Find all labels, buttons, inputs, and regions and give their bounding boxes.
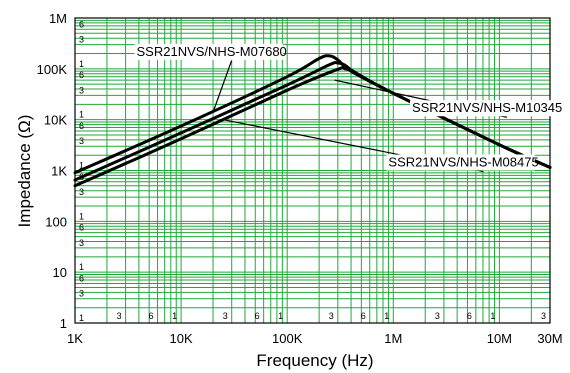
x-minor-tick-label: 6: [255, 311, 260, 321]
x-minor-tick-label: 1: [172, 311, 177, 321]
y-minor-tick-label: 1: [79, 262, 84, 272]
y-tick-label: 10K: [44, 113, 67, 128]
y-minor-tick-label: 3: [79, 35, 84, 45]
series-annotation-label: SSR21NVS/NHS-M10345: [412, 100, 562, 115]
y-minor-tick-label: 1: [79, 110, 84, 120]
y-minor-tick-label: 6: [79, 121, 84, 131]
x-minor-tick-label: 3: [223, 311, 228, 321]
y-minor-tick-label: 1: [79, 313, 84, 323]
y-tick-label: 100: [45, 214, 67, 229]
series-annotation-label: SSR21NVS/NHS-M07680: [137, 44, 287, 59]
y-tick-label: 1K: [51, 164, 67, 179]
y-axis-title: Impedance (Ω): [15, 115, 34, 228]
x-minor-tick-label: 1: [490, 311, 495, 321]
series-lines: [73, 54, 552, 188]
annotation-leader-line: [212, 60, 233, 113]
series-line-3: [73, 66, 552, 188]
axis-tick-labels: 1K 10K 100K 1M 10M 30M 1 10 100 1K 10K 100K 1M: [37, 11, 563, 346]
annotation-label-background: [409, 100, 559, 117]
y-minor-tick-label: 3: [79, 289, 84, 299]
y-minor-tick-label: 1: [79, 211, 84, 221]
x-minor-tick-label: 6: [149, 311, 154, 321]
x-minor-tick-label: 1: [384, 311, 389, 321]
y-minor-tick-label: 6: [79, 273, 84, 283]
series-annotation-label: SSR21NVS/NHS-M08475: [388, 154, 538, 169]
y-tick-label: 10: [53, 265, 67, 280]
x-tick-label: 1K: [67, 331, 83, 346]
annotation-label-background: [386, 154, 535, 171]
x-minor-tick-label: 3: [117, 311, 122, 321]
x-minor-tick-label: 6: [361, 311, 366, 321]
x-minor-tick-label: 6: [467, 311, 472, 321]
y-minor-tick-label: 3: [79, 187, 84, 197]
y-minor-tick-label: 6: [79, 70, 84, 80]
y-minor-tick-label: 1: [79, 59, 84, 69]
y-minor-tick-label: 6: [79, 223, 84, 233]
y-minor-tick-label: 3: [79, 85, 84, 95]
x-tick-label: 30M: [537, 331, 562, 346]
x-minor-tick-label: 3: [541, 311, 546, 321]
x-minor-tick-label: 1: [278, 311, 283, 321]
x-tick-label: 10K: [170, 331, 193, 346]
y-minor-tick-label: 6: [79, 19, 84, 29]
y-tick-label: 100K: [37, 62, 68, 77]
x-tick-label: 1M: [384, 331, 402, 346]
y-minor-tick-label: 3: [79, 136, 84, 146]
annotation-label-background: [134, 43, 283, 60]
x-axis-title: Frequency (Hz): [256, 351, 373, 370]
x-minor-tick-label: 3: [329, 311, 334, 321]
y-minor-tick-label: 1: [79, 161, 84, 171]
series-annotations: SSR21NVS/NHS-M07680 SSR21NVS/NHS-M10345 SS…: [134, 43, 562, 173]
x-tick-label: 10M: [487, 331, 512, 346]
x-minor-tick-label: 3: [435, 311, 440, 321]
plot-frame: [74, 17, 551, 324]
x-tick-label: 100K: [272, 331, 303, 346]
y-tick-label: 1: [60, 316, 67, 331]
y-minor-tick-label: 3: [79, 238, 84, 248]
y-tick-label: 1M: [49, 11, 67, 26]
